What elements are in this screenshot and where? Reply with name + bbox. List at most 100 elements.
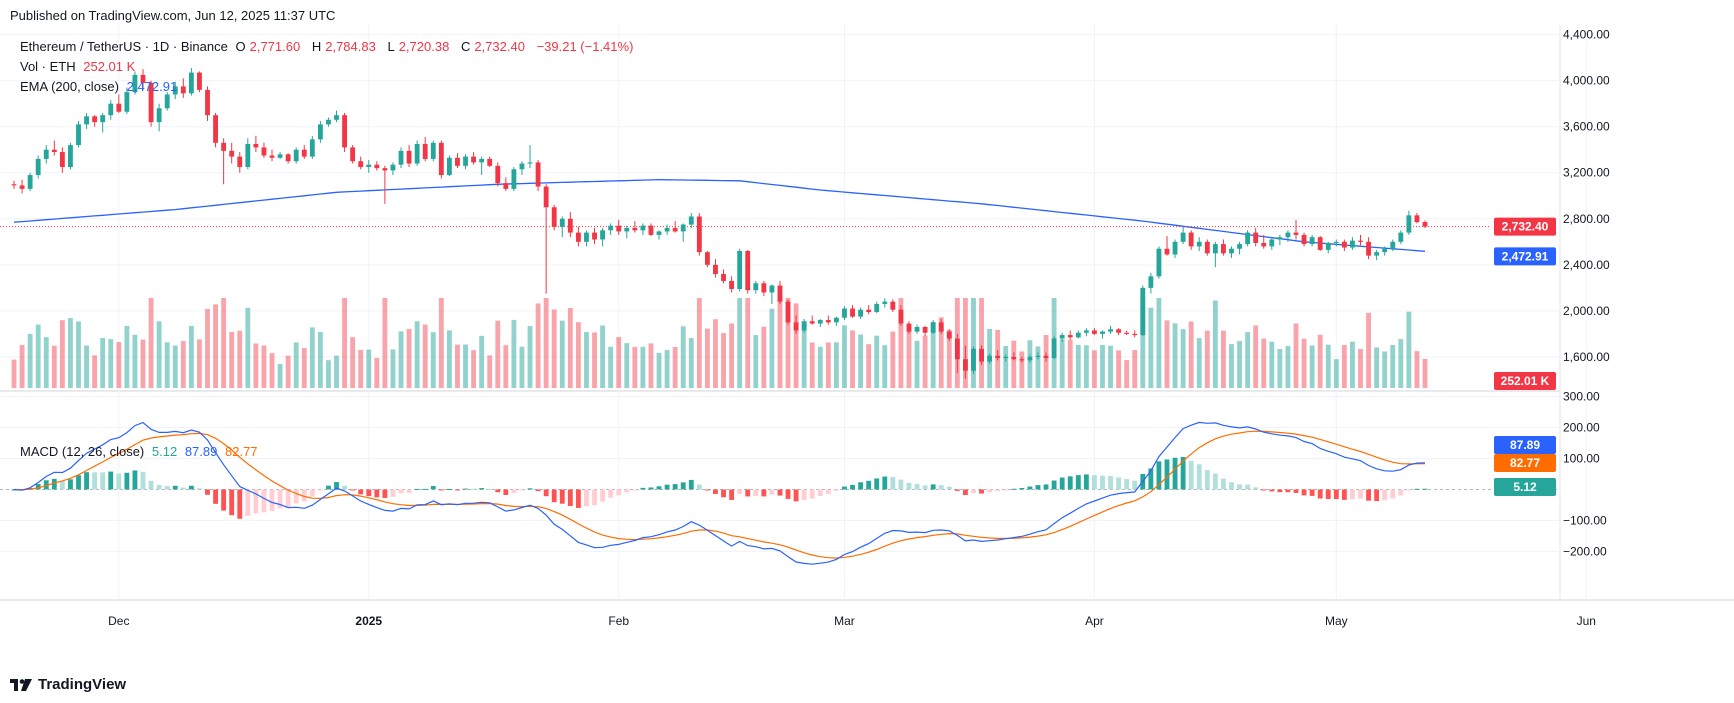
volume-bar [971, 298, 976, 388]
candle-body [519, 163, 525, 170]
volume-bar [938, 317, 944, 388]
volume-bar [479, 335, 485, 388]
macd-histogram-bar [551, 489, 557, 503]
signal-tag-text: 82.77 [1510, 456, 1540, 470]
macd-histogram-bar [688, 479, 694, 490]
macd-histogram-bar [1059, 477, 1065, 490]
candle-body [858, 309, 864, 317]
legend-macd-line: 87.89 [184, 444, 218, 459]
tradingview-brand[interactable]: TradingView [10, 676, 126, 693]
volume-bar [124, 325, 130, 388]
macd-histogram-bar [92, 472, 98, 490]
volume-bar [11, 359, 17, 388]
candle-body [567, 218, 573, 233]
candle-body [164, 94, 170, 109]
volume-bar [648, 343, 654, 388]
macd-tick-label: 100.00 [1563, 451, 1600, 465]
macd-histogram-bar [1277, 489, 1283, 493]
macd-histogram-bar [188, 485, 194, 490]
macd-histogram-bar [1261, 489, 1267, 491]
macd-histogram-bar [1180, 456, 1186, 490]
candle-body [753, 283, 759, 291]
candle-body [382, 168, 388, 171]
volume-bar [656, 352, 662, 388]
macd-histogram-bar [592, 489, 597, 506]
candle-body [1116, 329, 1122, 333]
macd-histogram-bar [1188, 460, 1194, 490]
volume-bar [430, 332, 436, 388]
macd-histogram-bar [616, 489, 622, 496]
price-tick-label: 4,000.00 [1563, 74, 1610, 88]
macd-histogram-bar [656, 486, 662, 490]
legend-open: O 2,771.60 [235, 39, 301, 54]
volume-bar [898, 298, 904, 388]
candle-body [148, 82, 154, 123]
macd-histogram-bar [43, 480, 49, 490]
candle-body [1132, 333, 1138, 336]
macd-histogram-bar [567, 489, 573, 507]
volume-bar [1269, 341, 1275, 388]
volume-bar [390, 349, 396, 388]
candle-body [1100, 331, 1105, 334]
volume-bar [721, 333, 726, 388]
axis-layer: 4,400.00 4,000.00 3,600.00 3,200.00 2,800.00… [108, 28, 1610, 628]
macd-histogram-bar [1075, 475, 1081, 490]
macd-histogram-bar [946, 486, 952, 490]
macd-histogram-bar [1067, 476, 1073, 490]
candle-body [132, 74, 138, 93]
volume-bar [519, 346, 525, 388]
volume-bar [769, 308, 775, 388]
candle-body [825, 320, 831, 323]
macd-histogram-bar [954, 489, 960, 491]
macd-histogram-bar [833, 489, 839, 491]
volume-bar [1188, 321, 1194, 388]
macd-histogram-bar [382, 489, 388, 498]
macd-histogram-bar [503, 489, 509, 495]
volume-bar [205, 308, 210, 388]
macd-histogram-bar [1390, 489, 1396, 499]
volume-bar [1035, 346, 1041, 388]
candle-body [1422, 222, 1428, 227]
volume-bar [1277, 349, 1283, 388]
ema-tag-text: 2,472.91 [1502, 249, 1549, 263]
volume-bar [43, 337, 49, 388]
macd-histogram-bar [1027, 486, 1033, 490]
macd-histogram-bar [414, 488, 420, 490]
ema-tag: 2,472.91 [1494, 247, 1556, 266]
candle-body [1148, 276, 1154, 288]
candle-body [1059, 335, 1065, 339]
candle-body [334, 115, 339, 120]
macd-line-tag-text: 87.89 [1510, 438, 1540, 452]
candle-body [954, 338, 960, 360]
volume-bar [801, 322, 807, 388]
macd-histogram-bar [406, 489, 412, 493]
macd-histogram-bar [890, 476, 896, 490]
macd-histogram-bar [1164, 459, 1170, 490]
time-tick-label: Dec [108, 614, 129, 628]
price-tick-label: 2,000.00 [1563, 304, 1610, 318]
candle-body [1212, 244, 1218, 254]
candle-body [1390, 241, 1396, 249]
macd-histogram-bar [1051, 480, 1057, 490]
macd-histogram-bar [519, 489, 525, 491]
candle-body [479, 158, 485, 163]
macd-histogram-bar [1011, 488, 1017, 490]
legend-ema: EMA (200, close) 2,472.91 [20, 79, 181, 94]
macd-histogram-bar [1245, 484, 1251, 490]
signal-tag: 82.77 [1494, 454, 1556, 472]
volume-bar [285, 355, 291, 388]
macd-histogram-bar [479, 488, 485, 490]
macd-histogram-bar [269, 489, 275, 511]
volume-bar [632, 347, 638, 388]
volume-bar [503, 345, 509, 388]
macd-histogram-bar [1156, 461, 1162, 490]
candle-body [1325, 242, 1331, 250]
volume-layer [11, 298, 1428, 388]
candle-body [68, 145, 73, 167]
candle-body [946, 331, 952, 339]
macd-histogram-bar [721, 489, 726, 498]
volume-bar [132, 334, 138, 388]
price-tick-label: 4,400.00 [1563, 28, 1610, 42]
macd-histogram-bar [197, 488, 202, 490]
